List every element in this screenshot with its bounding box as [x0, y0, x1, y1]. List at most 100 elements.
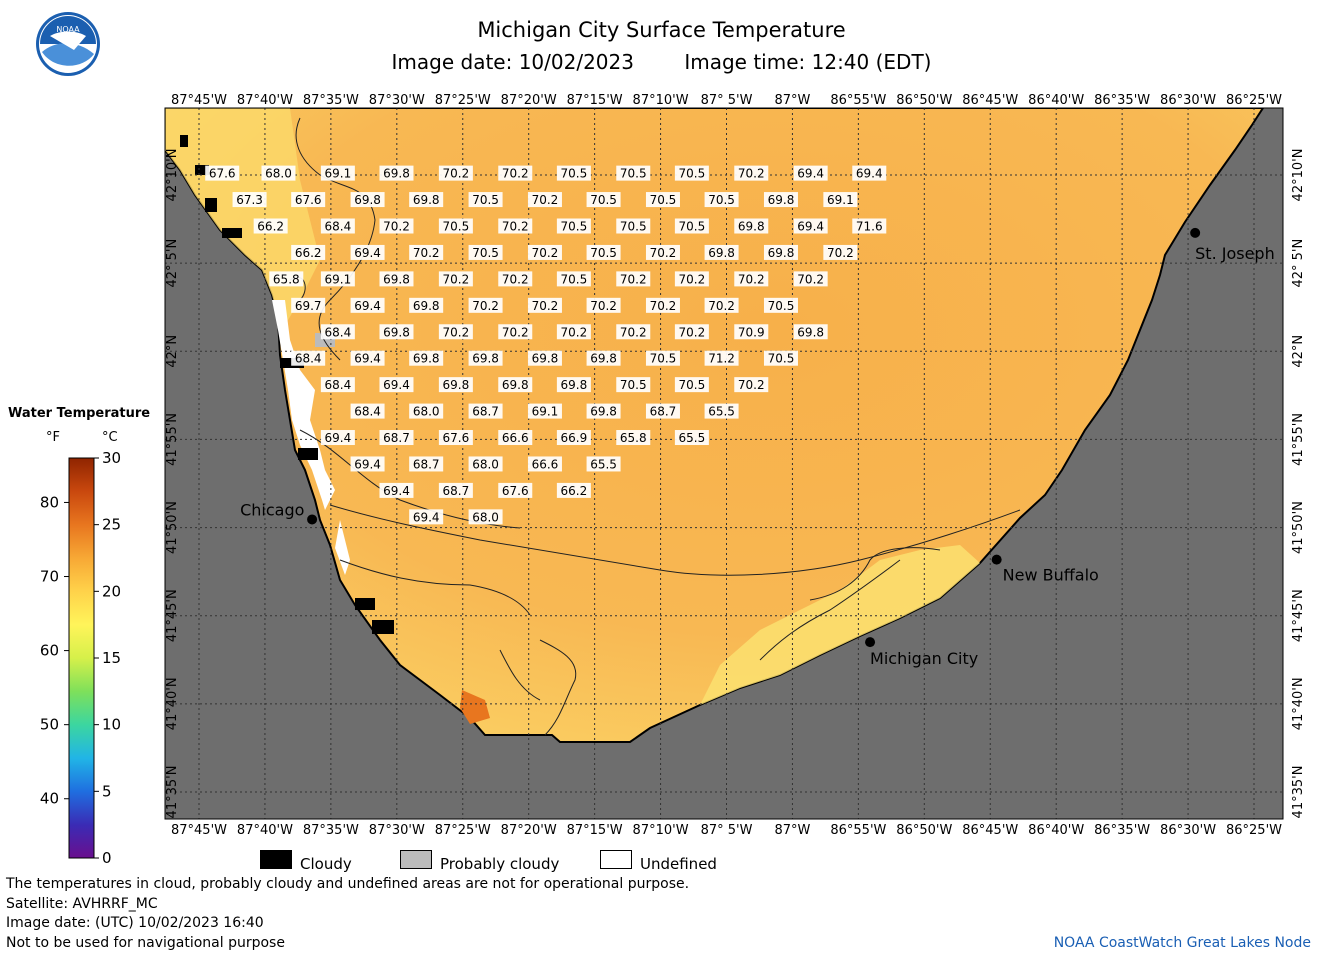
temperature-label-bg	[556, 271, 591, 287]
colorbar-fahrenheit-label: 80	[40, 493, 59, 511]
temperature-value: 70.2	[443, 325, 470, 339]
longitude-label-bottom: 86°25'W	[1226, 823, 1282, 838]
colorbar-title: Water Temperature	[8, 406, 151, 421]
temperature-label-bg	[379, 218, 414, 234]
temperature-value: 69.4	[383, 378, 410, 392]
temperature-label-bg	[498, 430, 533, 446]
longitude-label-top: 86°45'W	[962, 93, 1018, 108]
temperature-label: 69.8	[409, 297, 444, 313]
colorbar-fahrenheit-ticks: 40 50 60 70 80	[40, 493, 69, 808]
temperature-label-bg	[527, 350, 562, 366]
longitude-label-bottom: 87° 5'W	[701, 823, 753, 838]
temperature-label: 71.6	[852, 218, 887, 234]
temperature-label-bg	[616, 218, 651, 234]
temperature-value: 69.4	[856, 167, 883, 181]
map-area	[165, 108, 1283, 819]
temperature-label-bg	[468, 192, 503, 208]
temperature-value: 70.2	[650, 299, 677, 313]
temperature-label: 70.5	[645, 192, 680, 208]
temperature-label-bg	[616, 430, 651, 446]
temperature-value: 68.0	[265, 167, 292, 181]
latitude-label-left: 41°45'N	[165, 589, 180, 642]
temperature-label: 70.5	[616, 218, 651, 234]
temperature-label-bg	[734, 165, 769, 181]
temperature-label-bg	[468, 297, 503, 313]
temperature-label-bg	[291, 192, 326, 208]
temperature-value: 69.8	[383, 325, 410, 339]
temperature-value: 70.2	[413, 246, 440, 260]
temperature-value: 70.5	[561, 167, 588, 181]
temperature-label-bg	[763, 350, 798, 366]
temperature-label: 68.7	[409, 456, 444, 472]
temperature-label: 69.4	[350, 297, 385, 313]
longitude-label-bottom: 87°10'W	[633, 823, 689, 838]
temperature-label: 68.7	[645, 403, 680, 419]
longitude-label-top: 86°35'W	[1094, 93, 1150, 108]
temperature-value: 70.5	[561, 220, 588, 234]
temperature-label-bg	[409, 403, 444, 419]
temperature-value: 70.2	[679, 325, 706, 339]
temperature-value: 67.6	[443, 431, 470, 445]
temperature-value: 70.2	[738, 167, 765, 181]
temperature-value: 70.5	[768, 299, 795, 313]
city-dot	[307, 514, 318, 525]
temperature-label-bg	[468, 350, 503, 366]
temperature-value: 65.5	[590, 457, 617, 471]
temperature-label-bg	[793, 324, 828, 340]
temperature-value: 66.6	[502, 431, 529, 445]
temperature-label: 70.2	[498, 324, 533, 340]
colorbar-celsius-label: 15	[102, 649, 121, 667]
city-markers: Chicago St. Joseph New Buffalo Michigan Cit…	[240, 227, 1275, 668]
temperature-label: 70.2	[468, 297, 503, 313]
temperature-value: 70.2	[590, 299, 617, 313]
temperature-label-bg	[852, 218, 887, 234]
longitude-label-top: 87°15'W	[567, 93, 623, 108]
temperature-label: 69.8	[379, 324, 414, 340]
temperature-label-bg	[350, 456, 385, 472]
temperature-label-bg	[556, 482, 591, 498]
noaa-logo-text: NOAA	[56, 25, 80, 34]
colorbar-fahrenheit-label: 70	[40, 568, 59, 586]
colorbar-fahrenheit-label: 60	[40, 642, 59, 660]
temperature-label: 67.6	[498, 482, 533, 498]
undefined-area	[272, 300, 335, 510]
temperature-value: 69.1	[325, 167, 352, 181]
temperature-value: 66.9	[561, 431, 588, 445]
temperature-value: 68.0	[413, 405, 440, 419]
temperature-value: 69.8	[561, 378, 588, 392]
temperature-label-bg	[438, 482, 473, 498]
temperature-value: 69.8	[768, 246, 795, 260]
temperature-label-bg	[320, 377, 355, 393]
note-disclaimer: The temperatures in cloud, probably clou…	[6, 876, 690, 892]
longitude-label-bottom: 87°35'W	[303, 823, 359, 838]
temperature-value: 66.6	[532, 457, 559, 471]
longitude-label-bottom: 86°30'W	[1160, 823, 1216, 838]
latitude-label-left: 41°35'N	[165, 766, 180, 819]
temperature-label: 69.7	[291, 297, 326, 313]
latitude-label-left: 41°55'N	[165, 413, 180, 466]
temperature-label-bg	[379, 482, 414, 498]
longitude-label-bottom: 86°40'W	[1028, 823, 1084, 838]
temperature-label: 70.9	[734, 324, 769, 340]
temperature-label: 69.8	[734, 218, 769, 234]
temperature-value: 70.2	[708, 299, 735, 313]
longitude-label-bottom: 86°35'W	[1094, 823, 1150, 838]
temperature-value: 69.4	[413, 510, 440, 524]
temperature-label: 70.5	[763, 297, 798, 313]
temperature-label-bg	[616, 324, 651, 340]
temperature-label: 70.5	[586, 192, 621, 208]
city-dot	[865, 637, 876, 648]
temperature-label-bg	[586, 456, 621, 472]
temperature-value: 69.1	[827, 193, 854, 207]
temperature-label-bg	[793, 165, 828, 181]
latitude-label-right: 41°35'N	[1291, 766, 1306, 819]
temperature-value: 70.9	[738, 325, 765, 339]
temperature-label: 70.2	[704, 297, 739, 313]
temperature-value: 69.8	[413, 193, 440, 207]
temperature-label-bg	[438, 271, 473, 287]
longitude-label-bottom: 86°45'W	[962, 823, 1018, 838]
temperature-label-bg	[291, 244, 326, 260]
temperature-label: 66.2	[556, 482, 591, 498]
temperature-label: 68.7	[379, 430, 414, 446]
colorbar	[68, 457, 95, 859]
